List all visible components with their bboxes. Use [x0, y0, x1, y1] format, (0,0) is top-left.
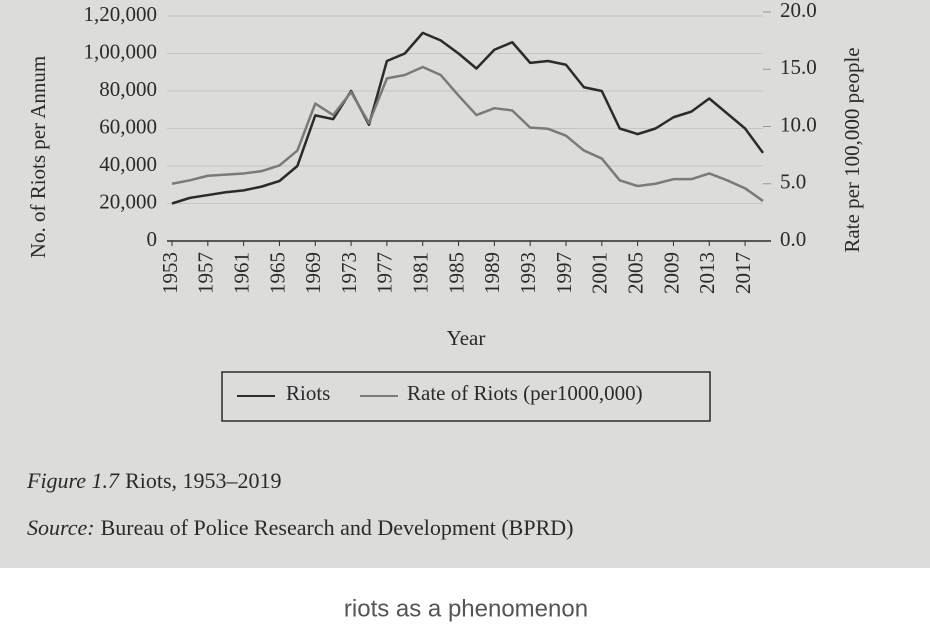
series-line — [171, 31, 765, 205]
x-tick-label: 1969 — [301, 252, 325, 294]
x-tick-label: 2009 — [659, 252, 683, 294]
source-label: Source: — [27, 515, 95, 540]
y2-tick-label: 5.0 — [780, 170, 806, 194]
source-text: Bureau of Police Research and Developmen… — [101, 515, 574, 540]
y-tick-label: 0 — [147, 227, 158, 251]
figure-caption: Figure 1.7 Riots, 1953–2019 — [26, 468, 282, 493]
x-tick-label: 1997 — [552, 252, 576, 294]
x-tick-label: 2017 — [731, 252, 755, 294]
legend-label: Rate of Riots (per1000,000) — [407, 381, 643, 405]
x-tick-label: 2013 — [695, 252, 719, 294]
y2-tick-label: 10.0 — [780, 112, 817, 136]
x-tick-label: 1953 — [158, 252, 182, 294]
x-tick-label: 1977 — [373, 252, 397, 294]
series-line — [171, 65, 764, 202]
y2-tick-label: 15.0 — [780, 55, 817, 79]
y-axis-label: No. of Riots per Annum — [26, 56, 50, 258]
x-axis-label: Year — [447, 326, 486, 350]
y-tick-label: 1,00,000 — [84, 39, 158, 63]
legend-label: Riots — [286, 381, 330, 405]
y-tick-label: 80,000 — [99, 77, 157, 101]
y2-tick-label: 20.0 — [780, 0, 817, 22]
page-caption: riots as a phenomenon — [344, 595, 588, 622]
y2-axis-label: Rate per 100,000 people — [840, 47, 864, 252]
legend-box — [221, 371, 711, 422]
y-tick-label: 20,000 — [99, 189, 157, 213]
y-tick-label: 40,000 — [99, 152, 157, 176]
y-tick-label: 1,20,000 — [84, 2, 158, 26]
x-tick-label: 2005 — [623, 252, 647, 294]
x-tick-label: 2001 — [588, 252, 612, 294]
figure-label: Figure 1.7 — [26, 468, 120, 493]
y2-tick-label: 0.0 — [780, 227, 806, 251]
x-tick-label: 1989 — [480, 252, 504, 294]
y-tick-label: 60,000 — [99, 114, 157, 138]
x-tick-label: 1981 — [409, 252, 433, 294]
x-tick-label: 1961 — [229, 252, 253, 294]
x-tick-label: 1985 — [444, 252, 468, 294]
x-tick-label: 1993 — [516, 252, 540, 294]
x-tick-label: 1957 — [194, 252, 218, 294]
x-tick-label: 1965 — [265, 252, 289, 294]
photo-background — [0, 0, 930, 568]
x-tick-label: 1973 — [337, 252, 361, 294]
figure-title: Riots, 1953–2019 — [125, 468, 281, 493]
source-line: Source: Bureau of Police Research and Dev… — [27, 515, 573, 540]
